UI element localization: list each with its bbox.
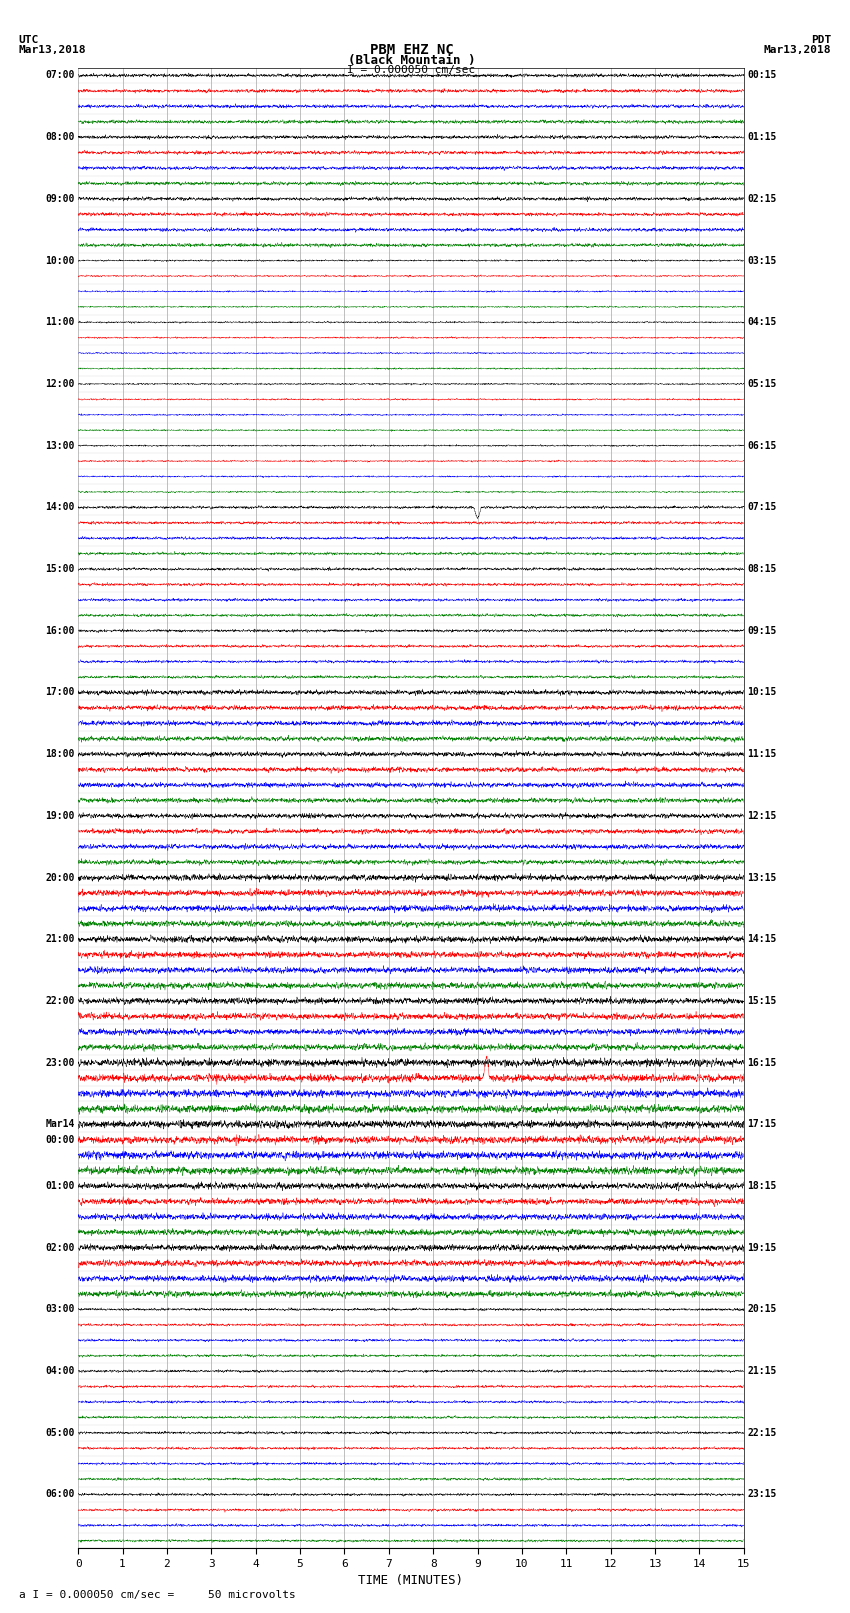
Text: 04:00: 04:00 <box>46 1366 75 1376</box>
Text: 14:15: 14:15 <box>747 934 776 944</box>
Text: 15:00: 15:00 <box>46 565 75 574</box>
Text: 17:15: 17:15 <box>747 1119 776 1129</box>
Text: 07:00: 07:00 <box>46 71 75 81</box>
Text: Mar13,2018: Mar13,2018 <box>19 45 86 55</box>
Text: 10:15: 10:15 <box>747 687 776 697</box>
Text: 06:00: 06:00 <box>46 1489 75 1500</box>
Text: 19:15: 19:15 <box>747 1242 776 1253</box>
Text: 00:00: 00:00 <box>46 1134 75 1145</box>
Text: 09:15: 09:15 <box>747 626 776 636</box>
Text: 05:15: 05:15 <box>747 379 776 389</box>
Text: 08:15: 08:15 <box>747 565 776 574</box>
Text: 02:00: 02:00 <box>46 1242 75 1253</box>
Text: 21:00: 21:00 <box>46 934 75 944</box>
Text: 22:00: 22:00 <box>46 995 75 1007</box>
Text: 17:00: 17:00 <box>46 687 75 697</box>
Text: 09:00: 09:00 <box>46 194 75 203</box>
Text: 16:15: 16:15 <box>747 1058 776 1068</box>
Text: 21:15: 21:15 <box>747 1366 776 1376</box>
Text: a I = 0.000050 cm/sec =     50 microvolts: a I = 0.000050 cm/sec = 50 microvolts <box>19 1590 296 1600</box>
Text: 15:15: 15:15 <box>747 995 776 1007</box>
Text: 18:15: 18:15 <box>747 1181 776 1190</box>
X-axis label: TIME (MINUTES): TIME (MINUTES) <box>359 1574 463 1587</box>
Text: 23:00: 23:00 <box>46 1058 75 1068</box>
Text: 23:15: 23:15 <box>747 1489 776 1500</box>
Text: 05:00: 05:00 <box>46 1428 75 1437</box>
Text: 16:00: 16:00 <box>46 626 75 636</box>
Text: 00:15: 00:15 <box>747 71 776 81</box>
Text: PDT: PDT <box>811 35 831 45</box>
Text: I = 0.000050 cm/sec: I = 0.000050 cm/sec <box>348 65 475 74</box>
Text: PBM EHZ NC: PBM EHZ NC <box>370 44 453 56</box>
Text: 20:00: 20:00 <box>46 873 75 882</box>
Text: 01:00: 01:00 <box>46 1181 75 1190</box>
Text: UTC: UTC <box>19 35 39 45</box>
Text: 03:00: 03:00 <box>46 1305 75 1315</box>
Text: 20:15: 20:15 <box>747 1305 776 1315</box>
Text: 22:15: 22:15 <box>747 1428 776 1437</box>
Text: 18:00: 18:00 <box>46 748 75 760</box>
Text: 03:15: 03:15 <box>747 255 776 266</box>
Text: 12:15: 12:15 <box>747 811 776 821</box>
Text: 12:00: 12:00 <box>46 379 75 389</box>
Text: Mar13,2018: Mar13,2018 <box>764 45 831 55</box>
Text: Mar14: Mar14 <box>46 1119 75 1129</box>
Text: (Black Mountain ): (Black Mountain ) <box>348 53 475 68</box>
Text: 10:00: 10:00 <box>46 255 75 266</box>
Text: 13:00: 13:00 <box>46 440 75 450</box>
Text: 02:15: 02:15 <box>747 194 776 203</box>
Text: 06:15: 06:15 <box>747 440 776 450</box>
Text: 13:15: 13:15 <box>747 873 776 882</box>
Text: 08:00: 08:00 <box>46 132 75 142</box>
Text: 07:15: 07:15 <box>747 502 776 513</box>
Text: 11:15: 11:15 <box>747 748 776 760</box>
Text: 01:15: 01:15 <box>747 132 776 142</box>
Text: 04:15: 04:15 <box>747 318 776 327</box>
Text: 19:00: 19:00 <box>46 811 75 821</box>
Text: 14:00: 14:00 <box>46 502 75 513</box>
Text: 11:00: 11:00 <box>46 318 75 327</box>
